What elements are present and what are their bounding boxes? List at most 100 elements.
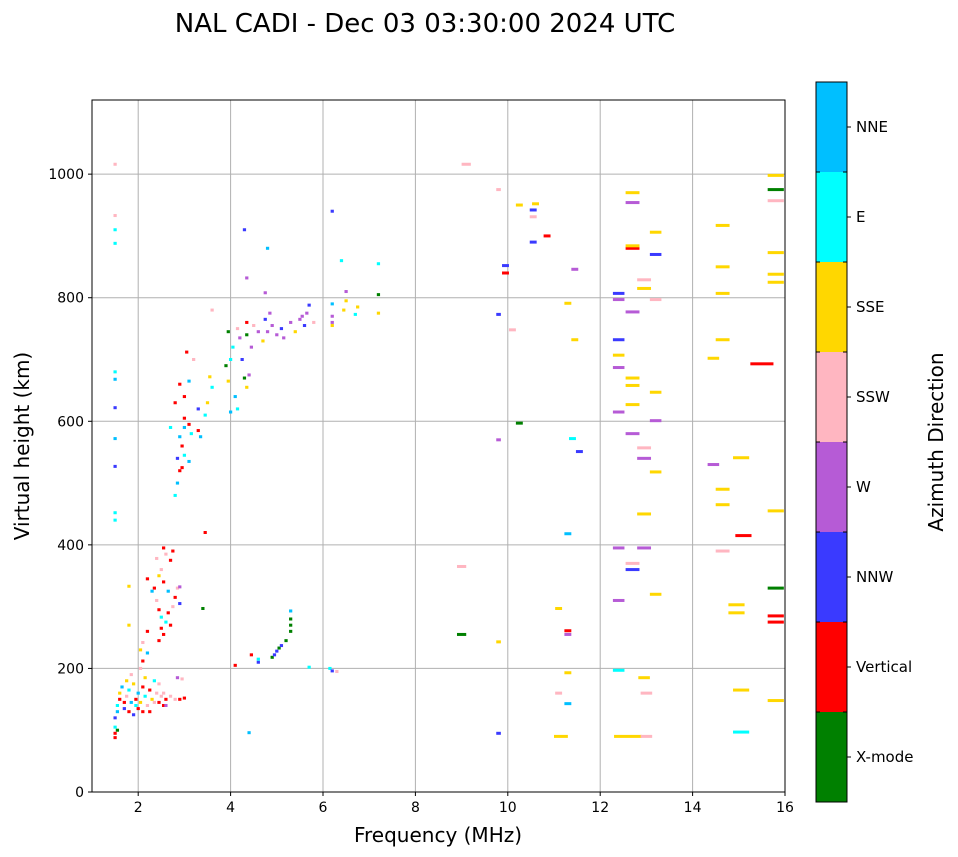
chart-title: NAL CADI - Dec 03 03:30:00 2024 UTC (175, 9, 675, 39)
data-point (157, 574, 161, 578)
data-point (543, 234, 551, 238)
data-point (707, 356, 720, 360)
grid-lines (92, 100, 786, 793)
data-point (235, 327, 240, 331)
data-point (113, 377, 117, 381)
data-point (649, 419, 662, 423)
data-point (496, 312, 501, 316)
data-point (161, 704, 166, 707)
data-point (173, 595, 177, 599)
data-point (342, 308, 346, 312)
data-point (113, 725, 117, 729)
data-point (235, 407, 240, 411)
data-point (168, 425, 173, 429)
data-point (245, 320, 249, 324)
data-point (192, 358, 196, 361)
data-point (344, 299, 348, 303)
colorbar-swatch (816, 262, 847, 352)
data-point (275, 333, 279, 337)
data-point (339, 259, 344, 263)
data-point (224, 364, 228, 368)
data-point (113, 511, 117, 515)
data-point (637, 278, 652, 282)
colorbar-category-label: SSW (856, 388, 890, 406)
data-point (203, 413, 207, 417)
data-point (715, 487, 730, 491)
data-point (715, 549, 730, 553)
data-point (612, 338, 625, 342)
data-point (270, 324, 274, 328)
data-point (143, 676, 147, 680)
data-point (625, 310, 640, 314)
data-point (649, 252, 662, 256)
data-point (198, 435, 203, 439)
data-point (715, 338, 730, 342)
data-point (275, 649, 279, 653)
data-point (127, 623, 131, 627)
data-point (767, 620, 784, 624)
data-point (564, 632, 572, 636)
data-point (131, 682, 136, 686)
data-point (767, 699, 784, 703)
data-point (113, 437, 117, 441)
data-point (164, 704, 168, 707)
data-point (625, 568, 640, 572)
data-point (289, 617, 293, 621)
data-point (529, 215, 537, 219)
data-point (120, 685, 124, 689)
data-point (335, 670, 339, 674)
data-point (138, 700, 143, 704)
data-point (554, 734, 568, 738)
data-point (159, 626, 163, 630)
data-point (182, 425, 187, 429)
data-point (185, 350, 189, 354)
data-point (612, 546, 625, 550)
data-point (767, 614, 784, 618)
data-point (625, 561, 640, 565)
data-point (122, 700, 126, 704)
data-point (612, 366, 625, 370)
data-point (228, 410, 233, 414)
y-tick-label: 0 (75, 785, 84, 801)
data-point (356, 305, 360, 309)
data-point (564, 702, 572, 706)
data-point (171, 549, 175, 553)
x-tick-label: 8 (411, 800, 420, 816)
data-point (182, 395, 187, 399)
y-tick-label: 400 (57, 538, 84, 554)
data-point (240, 358, 244, 361)
data-point (265, 246, 270, 250)
data-point (175, 676, 180, 680)
data-point (157, 608, 161, 612)
data-point (242, 228, 247, 232)
data-point (289, 320, 293, 324)
data-point (564, 629, 572, 633)
data-point (125, 694, 129, 698)
data-point (625, 383, 640, 387)
data-point (145, 629, 150, 633)
data-point (182, 416, 187, 420)
data-point (141, 710, 145, 714)
data-point (715, 223, 730, 227)
data-point (136, 691, 140, 695)
data-point (148, 688, 152, 692)
data-point (555, 606, 563, 610)
data-point (307, 303, 311, 307)
colorbar: X-mode Vertical NNW W SSW SSE E NNE (815, 81, 913, 803)
data-point (150, 697, 154, 701)
colorbar-swatch (816, 172, 847, 262)
data-point (245, 385, 249, 389)
data-point (180, 466, 184, 470)
data-point (161, 691, 166, 695)
data-point (637, 446, 652, 450)
data-point (113, 464, 117, 468)
data-point (261, 339, 265, 343)
data-point (767, 199, 784, 203)
plot-frame (91, 99, 786, 793)
data-point (141, 659, 145, 663)
data-point (575, 450, 583, 454)
data-point (614, 734, 642, 738)
data-point (733, 456, 750, 460)
data-point (637, 512, 652, 516)
data-point (767, 272, 784, 276)
